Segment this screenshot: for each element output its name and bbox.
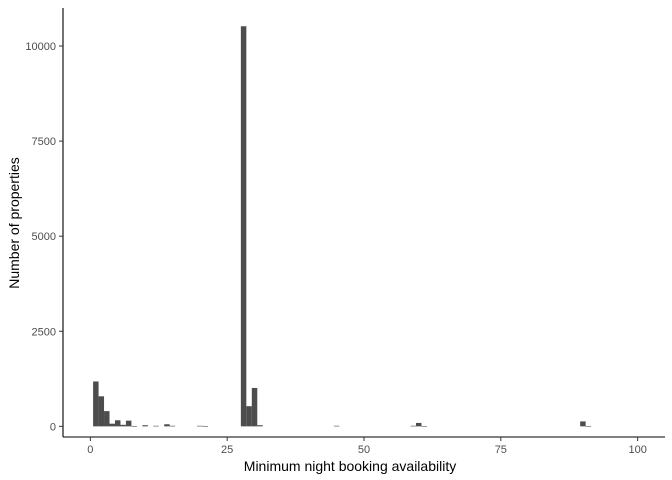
bar-x-21 [202, 425, 209, 427]
bar-x-30 [251, 387, 258, 427]
y-tick-label: 7500 [32, 136, 56, 148]
bar-x-61 [421, 425, 427, 427]
bar-x-2 [98, 396, 105, 427]
bar-x-7 [125, 420, 132, 427]
y-ticks-group: 0 2500 5000 7500 10000 [25, 41, 63, 433]
bar-x-10 [142, 425, 148, 427]
x-tick-label: 100 [628, 444, 646, 456]
bar-x-3 [104, 411, 110, 427]
x-tick-label: 50 [358, 444, 370, 456]
bar-x-5 [114, 420, 121, 427]
y-tick-label: 10000 [25, 41, 56, 53]
bar-x-90 [580, 421, 586, 427]
bar-x-45 [333, 425, 340, 427]
bar-x-8 [131, 425, 137, 427]
bar-x-4 [109, 423, 115, 427]
y-axis-title: Number of properties [6, 157, 22, 289]
x-tick-label: 75 [495, 444, 507, 456]
bar-x-14 [164, 424, 170, 427]
x-tick-label: 25 [221, 444, 233, 456]
bar-x-6 [120, 424, 126, 427]
y-tick-label: 0 [50, 421, 56, 433]
bar-x-12 [153, 425, 159, 427]
x-tick-label: 0 [87, 444, 93, 456]
bar-x-15 [169, 425, 176, 427]
bar-x-91 [585, 425, 592, 427]
bars-group [93, 26, 592, 427]
bar-x-60 [415, 422, 422, 427]
bar-x-1 [93, 381, 99, 427]
x-ticks-group: 0 25 50 75 100 [87, 437, 647, 456]
x-axis-title: Minimum night booking availability [244, 458, 456, 474]
bar-x-29 [246, 406, 252, 427]
bar-x-31 [257, 425, 263, 427]
y-tick-label: 5000 [32, 231, 56, 243]
bar-x-28 [240, 26, 247, 427]
bar-x-20 [197, 425, 203, 427]
y-tick-label: 2500 [32, 326, 56, 338]
bar-x-59 [410, 425, 416, 427]
